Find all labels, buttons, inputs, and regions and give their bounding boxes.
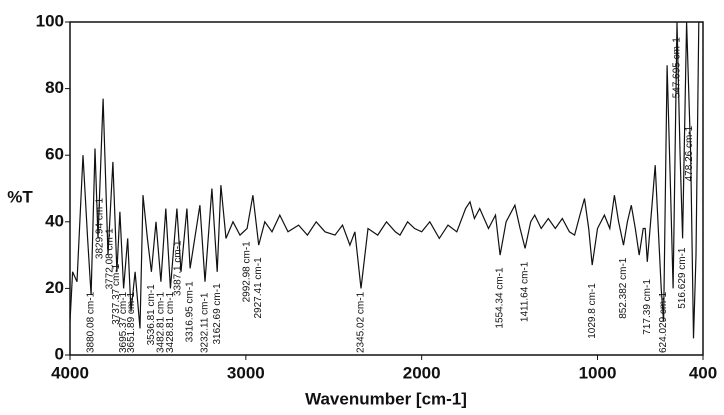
x-tick-label: 400 [689, 363, 717, 382]
y-tick-label: 60 [45, 145, 64, 164]
x-tick-label: 1000 [579, 363, 617, 382]
peak-label: 3737.37 cm-1 [111, 263, 122, 325]
peak-label: 478.26 cm-1 [684, 125, 695, 181]
x-tick-label: 4000 [51, 363, 89, 382]
peak-label: 3387.1 cm-1 [172, 240, 183, 296]
spectrum-line [70, 22, 703, 339]
peak-label: 852.382 cm-1 [618, 257, 629, 319]
peak-label: 516.629 cm-1 [677, 247, 688, 309]
peak-label: 624.029 cm-1 [658, 291, 669, 353]
peak-label: 3695.37 cm-1 [118, 291, 129, 353]
x-axis-label: Wavenumber [cm-1] [305, 389, 467, 408]
peak-label: 3772.08 cm-1 [105, 228, 116, 290]
peak-label: 3482.81 cm-1 [156, 291, 167, 353]
peak-label: 3536.81 cm-1 [146, 284, 157, 346]
peak-label: 3316.95 cm-1 [185, 281, 196, 343]
y-tick-label: 100 [36, 11, 64, 30]
peak-label: 1029.8 cm-1 [587, 283, 598, 339]
peak-label: 547.695 cm-1 [672, 37, 683, 99]
peak-label: 1554.34 cm-1 [495, 267, 506, 329]
peak-label: 3651.89 cm-1 [126, 291, 137, 353]
y-axis-label: %T [7, 187, 33, 206]
peak-label: 3829.94 cm-1 [95, 198, 106, 260]
peak-label: 3428.81 cm-1 [165, 291, 176, 353]
y-tick-label: 80 [45, 78, 64, 97]
x-tick-label: 3000 [227, 363, 265, 382]
y-tick-label: 40 [45, 211, 64, 230]
x-tick-label: 2000 [403, 363, 441, 382]
y-tick-label: 0 [55, 344, 64, 363]
peak-label: 1411.64 cm-1 [520, 261, 531, 322]
peak-label: 3880.08 cm-1 [86, 291, 97, 353]
peak-label: 2927.41 cm-1 [253, 257, 264, 319]
peak-label: 3232.11 cm-1 [200, 292, 211, 353]
plot-frame [69, 21, 704, 356]
peak-label: 3162.69 cm-1 [212, 283, 223, 345]
peak-label: 2992.98 cm-1 [242, 241, 253, 303]
peak-label: 717.39 cm-1 [642, 279, 653, 335]
peak-label: 2345.02 cm-1 [356, 291, 367, 353]
y-tick-label: 20 [45, 278, 64, 297]
